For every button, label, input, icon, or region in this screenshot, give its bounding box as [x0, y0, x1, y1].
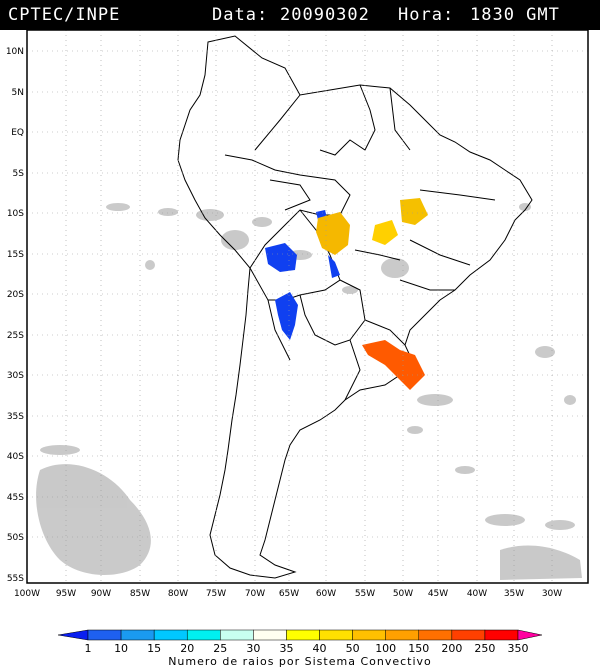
system-yellow-2	[400, 198, 428, 225]
lat-label: 50S	[7, 533, 24, 543]
lon-label: 35W	[504, 589, 524, 599]
lat-label: 10S	[7, 209, 24, 219]
lon-label: 65W	[279, 589, 299, 599]
colorbar-segment	[319, 629, 353, 641]
lat-label: 55S	[7, 574, 24, 584]
colorbar-segment	[385, 629, 420, 641]
lon-label: 95W	[56, 589, 76, 599]
lon-label: 70W	[245, 589, 265, 599]
colorbar-segment	[87, 629, 122, 641]
colorbar-segment	[253, 629, 287, 641]
lat-label: 20S	[7, 290, 24, 300]
lat-label: 5S	[13, 169, 25, 179]
lon-label: 60W	[316, 589, 336, 599]
lon-label: 90W	[91, 589, 111, 599]
colorbar-segment	[484, 629, 519, 641]
lat-label: 15S	[7, 250, 24, 260]
colorbar-tick-label: 150	[408, 642, 429, 655]
lon-label: 55W	[355, 589, 375, 599]
date-value: 20090302	[280, 5, 370, 25]
title-bar: CPTEC/INPE Data: 20090302 Hora: 1830 GMT	[0, 0, 600, 30]
colorbar-tick-label: 30	[246, 642, 260, 655]
system-blue-2	[275, 292, 298, 340]
colorbar-segment	[186, 629, 221, 641]
longitude-labels: 100W 95W 90W 85W 80W 75W 70W 65W 60W 55W 50W 45W 40W…	[14, 589, 562, 599]
colorbar-segment	[120, 629, 155, 641]
colorbar-tick-label: 50	[346, 642, 360, 655]
colorbar-tick-label: 350	[508, 642, 529, 655]
time-label: Hora:	[398, 5, 455, 25]
colorbar-segment	[451, 629, 486, 641]
lat-label: 40S	[7, 452, 24, 462]
lat-label: 5N	[12, 88, 24, 98]
lon-label: 30W	[542, 589, 562, 599]
graticule	[27, 30, 588, 583]
colorbar-tick-label: 40	[313, 642, 327, 655]
colorbar-segment	[286, 629, 320, 641]
colorbar-segment	[220, 629, 254, 641]
system-blue-3	[328, 255, 340, 278]
lightning-map: 10N5NEQ5S10S15S20S25S30S35S40S45S50S55S …	[0, 30, 600, 630]
time-value: 1830 GMT	[470, 5, 560, 25]
lat-label: 25S	[7, 331, 24, 341]
system-yellow-3	[372, 220, 398, 245]
colorbar-title: Numero de raios por Sistema Convectivo	[168, 655, 432, 668]
system-orange-1	[362, 340, 425, 390]
colorbar-tick-labels: 1 10 15 20 25 30 35 40 50 100 150 200 250 350	[85, 642, 529, 655]
lon-label: 40W	[467, 589, 487, 599]
lat-label: 45S	[7, 493, 24, 503]
lon-label: 50W	[393, 589, 413, 599]
lat-label: 30S	[7, 371, 24, 381]
colorbar-tick-label: 25	[213, 642, 227, 655]
lat-label: EQ	[11, 128, 24, 138]
lat-label: 35S	[7, 412, 24, 422]
map-frame	[26, 30, 589, 584]
colorbar-tick-label: 200	[441, 642, 462, 655]
colorbar-tick-label: 15	[147, 642, 161, 655]
colorbar: 1 10 15 20 25 30 35 40 50 100 150 200 250 350	[57, 629, 543, 655]
colorbar-tick-label: 35	[279, 642, 293, 655]
lon-label: 85W	[130, 589, 150, 599]
latitude-labels: 10N 5N EQ 5S 10S 15S 20S 25S 30S 35S 40S 45S 50S 55S	[6, 47, 24, 584]
lat-label: 10N	[6, 47, 24, 57]
colorbar-segment	[153, 629, 188, 641]
colorbar-segment	[352, 629, 386, 641]
system-yellow-1	[316, 212, 350, 255]
colorbar-tick-label: 20	[180, 642, 194, 655]
colorbar-tick-label: 250	[474, 642, 495, 655]
colorbar-tick-label: 100	[375, 642, 396, 655]
source-label: CPTEC/INPE	[8, 5, 121, 25]
colorbar-segments	[57, 629, 543, 641]
lon-label: 75W	[206, 589, 226, 599]
colorbar-arrow-right	[517, 629, 543, 641]
cloud-field	[36, 203, 582, 580]
lon-label: 45W	[428, 589, 448, 599]
colorbar-tick-label: 1	[85, 642, 92, 655]
colorbar-tick-label: 10	[114, 642, 128, 655]
colorbar-arrow-left	[57, 629, 89, 641]
date-label: Data:	[212, 5, 269, 25]
colorbar-segment	[418, 629, 453, 641]
lon-label: 80W	[168, 589, 188, 599]
lon-label: 100W	[14, 589, 40, 599]
